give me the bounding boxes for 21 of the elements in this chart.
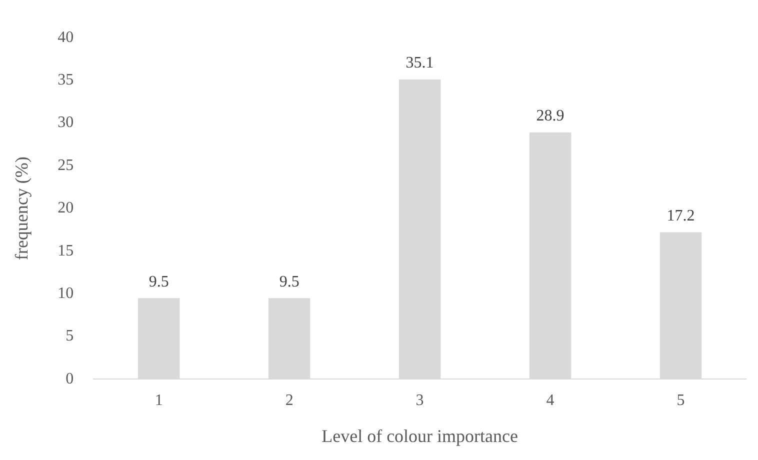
y-tick-label: 35 [58,72,74,89]
y-tick-label: 25 [58,156,74,174]
x-tick-label: 5 [676,392,685,410]
y-tick-label: 0 [66,370,74,388]
y-tick-label: 15 [58,242,74,260]
y-tick-label: 30 [58,114,74,132]
x-axis-title: Level of colour importance [322,426,518,446]
y-axis-title: frequency (%) [12,156,32,260]
data-label: 35.1 [406,54,434,72]
data-label: 9.5 [279,273,300,290]
x-tick-label: 2 [285,392,294,410]
x-tick-label: 1 [154,392,163,410]
y-tick-label: 40 [58,28,74,46]
data-label: 9.5 [148,273,169,290]
y-tick-label: 10 [58,285,74,302]
x-tick-label: 4 [546,392,554,410]
data-label: 28.9 [536,108,564,125]
y-tick-label: 20 [58,200,74,217]
y-tick-label: 5 [66,328,74,345]
x-tick-label: 3 [416,392,424,410]
data-label: 17.2 [666,208,695,225]
